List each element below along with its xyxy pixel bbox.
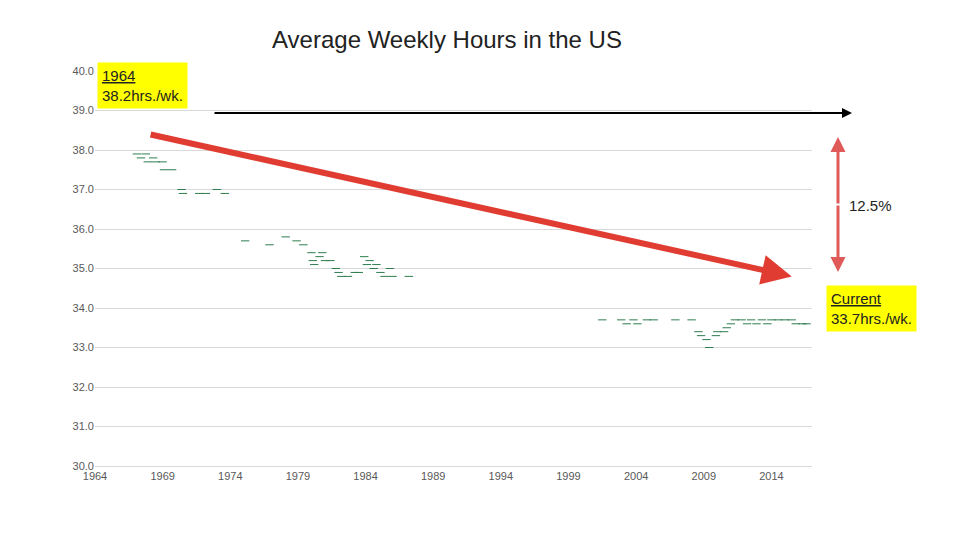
svg-text:34.0: 34.0 bbox=[73, 302, 94, 314]
svg-text:1964: 1964 bbox=[83, 470, 107, 482]
svg-text:2009: 2009 bbox=[692, 470, 716, 482]
svg-text:31.0: 31.0 bbox=[73, 420, 94, 432]
svg-text:38.0: 38.0 bbox=[73, 144, 94, 156]
svg-text:40.0: 40.0 bbox=[73, 65, 94, 77]
svg-text:32.0: 32.0 bbox=[73, 381, 94, 393]
svg-text:39.0: 39.0 bbox=[73, 104, 94, 116]
svg-text:1989: 1989 bbox=[421, 470, 445, 482]
svg-text:35.0: 35.0 bbox=[73, 262, 94, 274]
svg-text:30.0: 30.0 bbox=[73, 460, 94, 472]
svg-text:196438.2hrs./wk.: 196438.2hrs./wk. bbox=[102, 67, 183, 104]
svg-text:36.0: 36.0 bbox=[73, 223, 94, 235]
svg-text:1999: 1999 bbox=[556, 470, 580, 482]
svg-text:1974: 1974 bbox=[218, 470, 242, 482]
svg-text:1984: 1984 bbox=[353, 470, 377, 482]
svg-text:1969: 1969 bbox=[150, 470, 174, 482]
svg-text:2004: 2004 bbox=[624, 470, 648, 482]
svg-text:37.0: 37.0 bbox=[73, 183, 94, 195]
svg-text:Current33.7hrs./wk.: Current33.7hrs./wk. bbox=[831, 290, 912, 327]
svg-text:Average Weekly Hours in the US: Average Weekly Hours in the US bbox=[272, 26, 622, 53]
svg-text:12.5%: 12.5% bbox=[849, 197, 892, 214]
svg-text:1994: 1994 bbox=[489, 470, 513, 482]
svg-text:33.0: 33.0 bbox=[73, 341, 94, 353]
svg-text:2014: 2014 bbox=[759, 470, 783, 482]
svg-text:1979: 1979 bbox=[286, 470, 310, 482]
